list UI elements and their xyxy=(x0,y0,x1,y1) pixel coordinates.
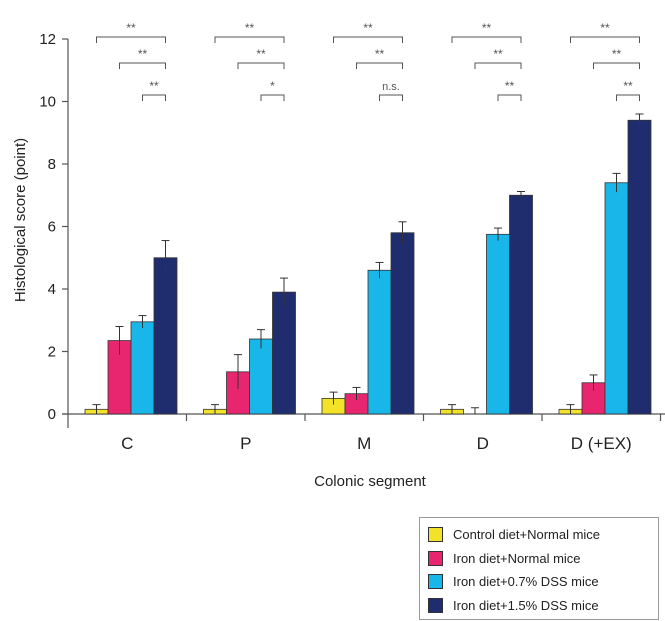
y-tick-label: 0 xyxy=(48,406,56,423)
x-axis-label: Colonic segment xyxy=(314,473,427,490)
legend-label: Control diet+Normal mice xyxy=(453,527,601,543)
legend-label: Iron diet+0.7% DSS mice xyxy=(453,574,599,590)
significance-bracket xyxy=(570,36,640,43)
significance-label: ** xyxy=(245,21,255,35)
x-tick-label: C xyxy=(121,434,133,453)
significance-label: ** xyxy=(612,47,622,61)
significance-label: ** xyxy=(149,79,159,93)
x-tick-label: D (+EX) xyxy=(571,434,632,453)
significance-bracket xyxy=(497,94,522,101)
significance-label: ** xyxy=(623,79,633,93)
significance-label: ** xyxy=(256,47,266,61)
bar xyxy=(486,233,510,415)
x-tick-label: P xyxy=(240,434,251,453)
y-tick-label: 4 xyxy=(48,281,56,298)
bar xyxy=(367,269,392,415)
significance-label: ** xyxy=(363,21,373,35)
significance-label: * xyxy=(270,79,275,93)
legend-swatch xyxy=(428,550,443,566)
y-tick-label: 6 xyxy=(48,219,56,236)
legend: Control diet+Normal mice Iron diet+Norma… xyxy=(419,517,659,620)
bar xyxy=(249,338,273,415)
significance-bracket xyxy=(333,36,403,43)
x-tick-label: M xyxy=(357,434,371,453)
legend-swatch xyxy=(428,527,443,543)
significance-brackets: ***************n.s.************ xyxy=(96,21,640,101)
significance-label: ** xyxy=(482,21,492,35)
significance-bracket xyxy=(260,94,285,101)
legend-swatch xyxy=(428,574,443,590)
axes: 0 2 4 6 8 10 12 C P M D D (+EX) xyxy=(39,31,665,453)
y-axis-label: Histological score (point) xyxy=(12,138,29,302)
legend-label: Iron diet+Normal mice xyxy=(453,550,581,566)
bar xyxy=(153,257,178,415)
legend-item: Iron diet+Normal mice xyxy=(428,547,650,571)
significance-bracket xyxy=(119,62,166,69)
bar xyxy=(390,232,415,415)
significance-bracket xyxy=(593,62,640,69)
bar xyxy=(509,194,533,415)
legend-label: Iron diet+1.5% DSS mice xyxy=(453,597,599,613)
y-tick-label: 2 xyxy=(48,344,56,361)
significance-bracket xyxy=(356,62,403,69)
bar xyxy=(604,182,629,415)
significance-bracket xyxy=(96,36,166,43)
significance-label: ** xyxy=(138,47,148,61)
significance-bracket xyxy=(237,62,285,69)
significance-label: ** xyxy=(375,47,385,61)
significance-bracket xyxy=(379,94,403,101)
legend-swatch xyxy=(428,597,443,613)
x-tick-label: D xyxy=(477,434,489,453)
significance-label: ** xyxy=(493,47,503,61)
y-tick-label: 10 xyxy=(39,94,56,111)
legend-item: Iron diet+0.7% DSS mice xyxy=(428,570,650,594)
significance-bracket xyxy=(616,94,640,101)
legend-item: Iron diet+1.5% DSS mice xyxy=(428,594,650,618)
significance-label: n.s. xyxy=(382,81,400,93)
significance-bracket xyxy=(142,94,166,101)
bar xyxy=(627,119,652,415)
significance-bracket xyxy=(474,62,522,69)
legend-item: Control diet+Normal mice xyxy=(428,523,650,547)
y-tick-label: 12 xyxy=(39,31,56,48)
significance-label: ** xyxy=(505,79,515,93)
bar xyxy=(130,321,155,415)
bar xyxy=(272,291,296,415)
significance-label: ** xyxy=(126,21,136,35)
y-tick-label: 8 xyxy=(48,156,56,173)
bars xyxy=(84,113,652,415)
significance-label: ** xyxy=(600,21,610,35)
significance-bracket xyxy=(214,36,285,43)
significance-bracket xyxy=(451,36,522,43)
